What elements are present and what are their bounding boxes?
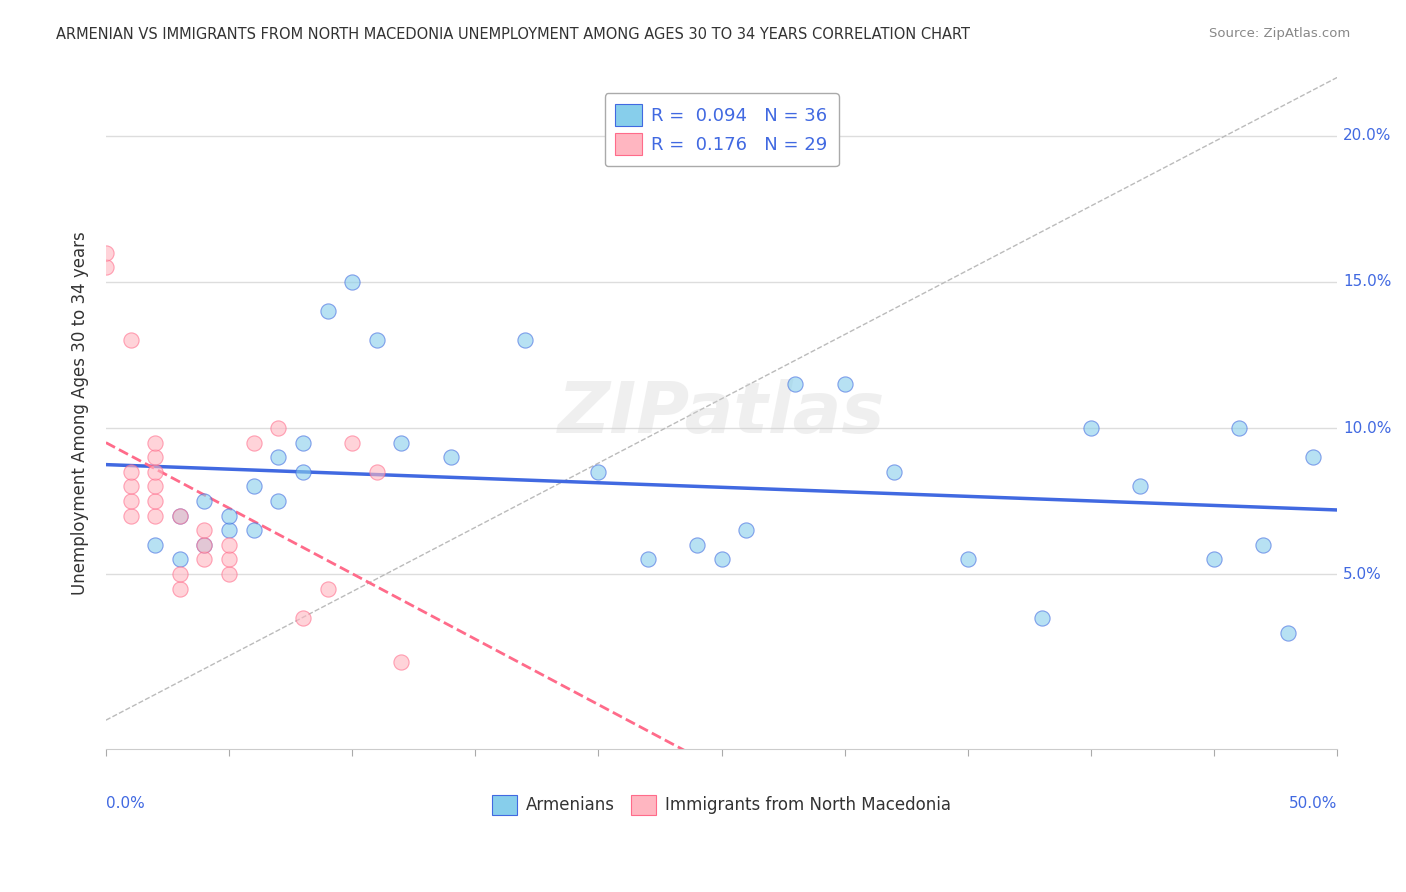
Text: 15.0%: 15.0%: [1343, 275, 1392, 289]
Point: [193, 552, 215, 566]
Point: [193, 538, 215, 552]
Point: [588, 465, 610, 479]
Point: [143, 508, 166, 523]
Point: [267, 421, 290, 435]
Text: Source: ZipAtlas.com: Source: ZipAtlas.com: [1209, 27, 1350, 40]
Point: [1031, 611, 1053, 625]
Point: [389, 655, 412, 669]
Point: [218, 508, 240, 523]
Point: [1253, 538, 1275, 552]
Point: [637, 552, 659, 566]
Point: [218, 523, 240, 537]
Text: 20.0%: 20.0%: [1343, 128, 1392, 144]
Text: 0.0%: 0.0%: [105, 797, 145, 812]
Point: [956, 552, 979, 566]
Point: [94, 245, 117, 260]
Text: ARMENIAN VS IMMIGRANTS FROM NORTH MACEDONIA UNEMPLOYMENT AMONG AGES 30 TO 34 YEA: ARMENIAN VS IMMIGRANTS FROM NORTH MACEDO…: [56, 27, 970, 42]
Point: [143, 479, 166, 493]
Point: [169, 508, 191, 523]
Point: [735, 523, 758, 537]
Point: [267, 450, 290, 465]
Y-axis label: Unemployment Among Ages 30 to 34 years: Unemployment Among Ages 30 to 34 years: [72, 232, 89, 595]
Point: [1227, 421, 1250, 435]
Legend: Armenians, Immigrants from North Macedonia: Armenians, Immigrants from North Macedon…: [485, 788, 957, 822]
Point: [686, 538, 709, 552]
Point: [169, 567, 191, 582]
Point: [316, 304, 339, 318]
Point: [120, 479, 142, 493]
Point: [120, 494, 142, 508]
Point: [242, 435, 264, 450]
Point: [143, 465, 166, 479]
Point: [1080, 421, 1102, 435]
Point: [785, 377, 807, 392]
Text: 10.0%: 10.0%: [1343, 420, 1392, 435]
Point: [366, 465, 388, 479]
Point: [710, 552, 733, 566]
Point: [143, 450, 166, 465]
Point: [143, 538, 166, 552]
Point: [242, 479, 264, 493]
Point: [143, 435, 166, 450]
Point: [143, 494, 166, 508]
Text: 5.0%: 5.0%: [1343, 566, 1382, 582]
Point: [291, 435, 314, 450]
Point: [1277, 625, 1299, 640]
Point: [316, 582, 339, 596]
Point: [1129, 479, 1152, 493]
Point: [120, 334, 142, 348]
Point: [193, 523, 215, 537]
Text: 50.0%: 50.0%: [1289, 797, 1337, 812]
Point: [883, 465, 905, 479]
Point: [169, 552, 191, 566]
Point: [169, 508, 191, 523]
Point: [513, 334, 536, 348]
Point: [94, 260, 117, 275]
Point: [1202, 552, 1225, 566]
Point: [366, 334, 388, 348]
Point: [440, 450, 463, 465]
Text: ZIPatlas: ZIPatlas: [558, 379, 886, 448]
Point: [120, 465, 142, 479]
Point: [218, 538, 240, 552]
Point: [291, 465, 314, 479]
Point: [218, 567, 240, 582]
Point: [169, 582, 191, 596]
Point: [193, 494, 215, 508]
Point: [340, 275, 363, 289]
Point: [291, 611, 314, 625]
Point: [834, 377, 856, 392]
Point: [340, 435, 363, 450]
Point: [218, 552, 240, 566]
Point: [1302, 450, 1324, 465]
Point: [193, 538, 215, 552]
Point: [242, 523, 264, 537]
Point: [120, 508, 142, 523]
Point: [389, 435, 412, 450]
Point: [267, 494, 290, 508]
